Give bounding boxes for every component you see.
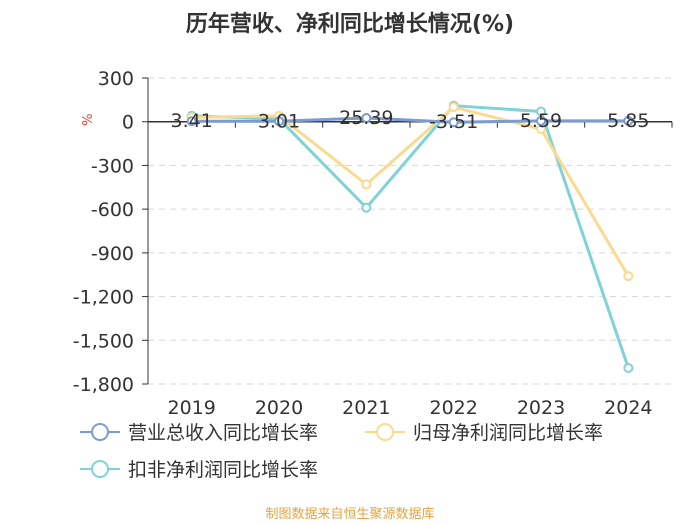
data-point: [623, 362, 634, 373]
data-label: 25.39: [339, 107, 393, 129]
series-lines: [186, 100, 634, 373]
data-point: [274, 116, 284, 127]
y-tick-label: -1,800: [73, 374, 134, 396]
legend-swatch-marker: [91, 423, 109, 441]
data-label: -3.51: [429, 111, 478, 133]
series-line: [191, 116, 629, 124]
source-footer: 制图数据来自恒生聚源数据库: [265, 507, 435, 522]
series-line: [191, 105, 630, 277]
data-point: [536, 115, 546, 126]
data-label: 5.85: [607, 110, 649, 132]
legend-item: 营业总收入同比增长率: [80, 422, 318, 444]
x-tick-label: 2021: [342, 397, 390, 419]
data-point: [361, 179, 372, 190]
data-point: [361, 202, 372, 213]
y-tick-label: -900: [91, 243, 134, 265]
y-axis: 300 0 -300 -600 -900 -1,200 -1,500 -1,800%: [73, 68, 149, 396]
y-tick-label: -1,200: [73, 287, 134, 309]
legend-label: 归母净利润同比增长率: [413, 422, 603, 444]
legend-swatch-marker: [376, 423, 394, 441]
chart-title: 历年营收、净利同比增长情况(%): [185, 12, 515, 37]
data-point: [448, 117, 459, 128]
data-point: [186, 116, 197, 127]
data-label: 3.01: [258, 110, 300, 132]
data-labels: 3.41 3.01 25.39 -3.51 5.59 5.85: [171, 107, 650, 133]
legend-label: 扣非净利润同比增长率: [128, 459, 318, 481]
x-tick-label: 2019: [167, 397, 215, 419]
data-point: [536, 106, 546, 117]
data-point: [448, 102, 459, 113]
data-point: [361, 113, 372, 124]
y-tick-label: -600: [91, 199, 134, 221]
data-point: [623, 271, 634, 282]
legend-swatch-marker: [91, 460, 109, 478]
data-label: 5.59: [520, 110, 562, 132]
y-axis-unit-label: %: [81, 114, 96, 126]
data-point: [623, 115, 634, 126]
y-tick-label: 0: [122, 112, 134, 134]
legend-item: 扣非净利润同比增长率: [80, 459, 318, 481]
x-tick-label: 2023: [517, 397, 565, 419]
x-axis: 2019 2020 2021 2022 2023 2024: [147, 120, 673, 419]
data-label: 3.41: [171, 110, 213, 132]
y-tick-label: 300: [98, 68, 134, 90]
legend-label: 营业总收入同比增长率: [128, 422, 318, 444]
x-tick-label: 2020: [255, 397, 303, 419]
x-tick-label: 2024: [604, 397, 652, 419]
x-tick-label: 2022: [429, 397, 477, 419]
y-tick-label: -300: [91, 155, 134, 177]
y-tick-label: -1,500: [73, 330, 134, 352]
legend-item: 归母净利润同比增长率: [365, 422, 603, 444]
